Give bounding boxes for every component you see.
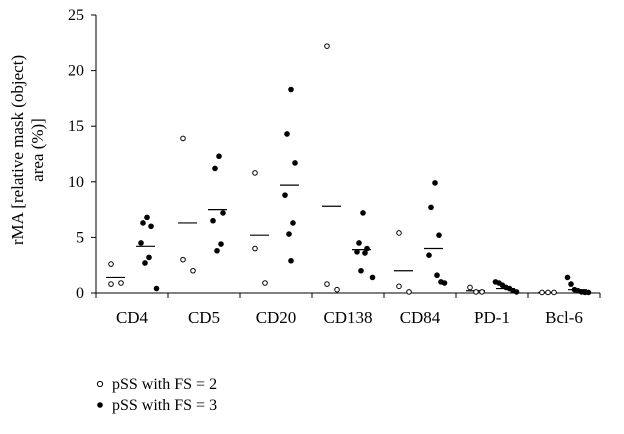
open-point: [180, 256, 186, 263]
y-tick-label: 0: [76, 285, 84, 302]
filled-point: [354, 249, 360, 255]
filled-point: [432, 180, 438, 186]
filled-point: [292, 160, 298, 166]
category-label: CD5: [188, 308, 220, 327]
filled-point: [362, 250, 368, 256]
filled-point: [153, 285, 160, 292]
category-label: CD84: [400, 308, 441, 327]
category-label: PD-1: [474, 308, 510, 327]
open-point: [539, 289, 545, 296]
filled-point: [220, 210, 226, 216]
open-point: [108, 281, 114, 287]
filled-point: [360, 210, 366, 216]
open-point: [334, 286, 340, 293]
y-tick-labels: 0 5 10 15 20 25: [68, 7, 84, 302]
filled-point: [148, 223, 154, 230]
filled-point: [282, 192, 288, 198]
y-tick-label: 20: [68, 63, 84, 80]
filled-point: [286, 231, 292, 237]
filled-point: [218, 241, 224, 247]
y-tick-label: 5: [76, 229, 84, 246]
filled-point: [356, 240, 362, 246]
legend-label-fs2: pSS with FS = 2: [112, 376, 217, 393]
filled-point: [216, 153, 222, 160]
filled-point: [428, 204, 434, 211]
filled-point: [564, 274, 571, 281]
filled-point: [214, 247, 220, 254]
filled-point: [212, 165, 218, 172]
open-point: [190, 267, 196, 274]
open-point: [118, 280, 124, 286]
filled-point: [568, 281, 574, 287]
filled-point: [210, 217, 216, 224]
legend-filled-circle-marker: [97, 402, 103, 408]
y-tick-label: 10: [68, 174, 84, 191]
open-point: [396, 283, 402, 290]
filled-point: [288, 257, 294, 264]
open-point: [252, 245, 258, 252]
filled-point: [436, 232, 442, 238]
open-point: [324, 281, 330, 287]
x-category-labels: CD4 CD5 CD20 CD138 CD84 PD-1 Bcl-6: [116, 308, 583, 327]
filled-point: [146, 254, 152, 261]
open-point: [467, 284, 473, 291]
filled-point: [585, 289, 592, 296]
filled-point: [358, 267, 364, 274]
open-point: [252, 170, 258, 176]
open-point: [479, 289, 485, 295]
legend: pSS with FS = 2 pSS with FS = 3: [96, 376, 217, 414]
filled-point: [142, 260, 148, 266]
legend-open-circle-marker: [96, 380, 104, 388]
filled-point: [364, 245, 370, 252]
category-label: CD138: [323, 308, 372, 327]
open-point: [180, 135, 186, 142]
y-tick-label: 15: [68, 118, 84, 135]
open-point: [551, 289, 557, 296]
filled-point: [290, 220, 296, 226]
y-tick-label: 25: [68, 7, 84, 24]
open-point: [108, 261, 114, 267]
data-points: [108, 43, 592, 296]
category-label: CD20: [256, 308, 297, 327]
filled-point: [426, 252, 432, 258]
open-point: [324, 43, 330, 49]
open-point: [473, 289, 479, 295]
category-label: Bcl-6: [545, 308, 583, 327]
axes: [91, 14, 601, 298]
category-label: CD4: [116, 308, 149, 327]
open-point: [545, 289, 551, 296]
legend-label-fs3: pSS with FS = 3: [112, 397, 217, 414]
filled-point: [441, 280, 448, 286]
legend-item-fs3: pSS with FS = 3: [97, 397, 217, 414]
legend-item-fs2: pSS with FS = 2: [96, 376, 217, 393]
y-axis-label-line-1: rMA [relative mask (object): [8, 55, 27, 245]
filled-point: [284, 131, 290, 137]
filled-point: [138, 240, 144, 246]
open-point: [262, 280, 268, 286]
filled-point: [140, 220, 146, 226]
mean-lines: [106, 184, 587, 294]
filled-point: [513, 289, 520, 295]
filled-point: [288, 86, 294, 93]
filled-point: [369, 274, 376, 281]
filled-point: [434, 272, 440, 279]
open-point: [406, 289, 412, 295]
filled-point: [144, 214, 150, 221]
y-axis-label-line-2: area (%)]: [28, 118, 47, 182]
open-point: [396, 230, 402, 236]
